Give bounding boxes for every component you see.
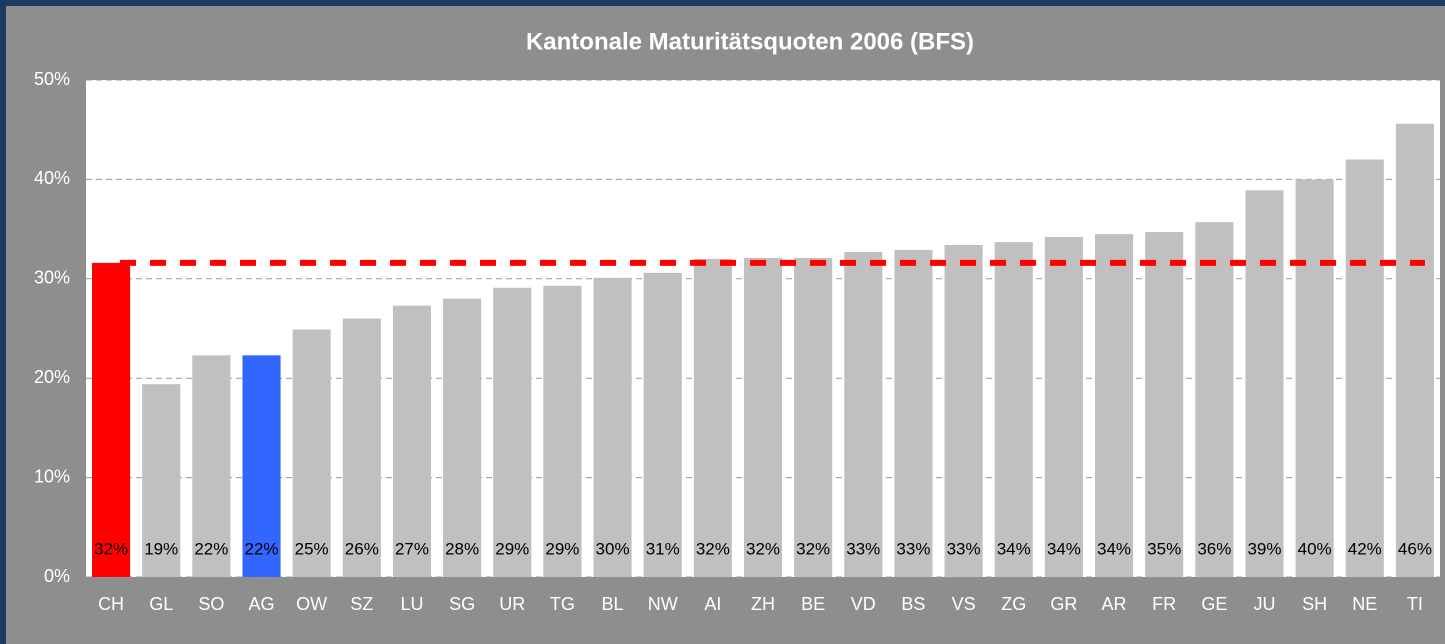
- x-tick-label: SO: [198, 594, 224, 614]
- value-label: 34%: [1097, 539, 1131, 558]
- bar: [643, 272, 682, 577]
- value-label: 35%: [1147, 539, 1181, 558]
- bar: [944, 245, 983, 577]
- value-label: 22%: [245, 539, 279, 558]
- x-tick-label: AG: [249, 594, 275, 614]
- x-tick-label: LU: [400, 594, 423, 614]
- x-tick-label: BS: [901, 594, 925, 614]
- bar: [342, 318, 381, 577]
- bar: [1245, 190, 1284, 578]
- x-tick-label: GL: [149, 594, 173, 614]
- value-label: 30%: [596, 539, 630, 558]
- x-tick-label: SG: [449, 594, 475, 614]
- x-tick-label: JU: [1253, 594, 1275, 614]
- x-tick-label: GR: [1050, 594, 1077, 614]
- value-label: 32%: [796, 539, 830, 558]
- value-label: 26%: [345, 539, 379, 558]
- value-label: 27%: [395, 539, 429, 558]
- x-tick-label: UR: [499, 594, 525, 614]
- bar: [292, 329, 331, 577]
- x-tick-label: ZG: [1001, 594, 1026, 614]
- bar: [593, 277, 632, 577]
- value-label: 25%: [295, 539, 329, 558]
- value-label: 34%: [1047, 539, 1081, 558]
- bar: [443, 298, 482, 577]
- bar: [1145, 232, 1184, 577]
- y-tick-label: 40%: [34, 168, 70, 188]
- value-label: 46%: [1398, 539, 1432, 558]
- chart-title: Kantonale Maturitätsquoten 2006 (BFS): [526, 28, 974, 55]
- bar: [1094, 234, 1134, 577]
- value-label: 31%: [646, 539, 680, 558]
- value-label: 40%: [1298, 539, 1332, 558]
- bar: [493, 287, 532, 577]
- value-label: 39%: [1247, 539, 1281, 558]
- value-label: 29%: [495, 539, 529, 558]
- value-label: 33%: [896, 539, 930, 558]
- x-tick-label: TI: [1407, 594, 1423, 614]
- value-label: 36%: [1197, 539, 1231, 558]
- x-tick-label: BL: [602, 594, 624, 614]
- x-tick-label: GE: [1201, 594, 1227, 614]
- bar: [794, 257, 833, 577]
- value-label: 19%: [144, 539, 178, 558]
- bar: [1395, 123, 1434, 578]
- bar: [844, 251, 883, 577]
- x-tick-label: CH: [98, 594, 124, 614]
- bar: [1345, 159, 1384, 577]
- bar: [1195, 222, 1234, 577]
- bar: [142, 384, 181, 577]
- bar: [192, 355, 231, 577]
- value-label: 34%: [997, 539, 1031, 558]
- value-label: 28%: [445, 539, 479, 558]
- y-tick-label: 50%: [34, 69, 70, 89]
- value-label: 32%: [746, 539, 780, 558]
- value-label: 29%: [545, 539, 579, 558]
- x-tick-label: AR: [1102, 594, 1127, 614]
- y-tick-label: 10%: [34, 466, 70, 486]
- x-tick-label: NW: [648, 594, 678, 614]
- value-label: 32%: [696, 539, 730, 558]
- x-tick-label: SZ: [350, 594, 373, 614]
- bar: [1044, 237, 1083, 577]
- bar: [392, 305, 432, 577]
- value-label: 32%: [94, 539, 128, 558]
- x-tick-label: OW: [296, 594, 327, 614]
- value-label: 33%: [947, 539, 981, 558]
- bar: [1295, 179, 1334, 577]
- bar: [743, 257, 783, 577]
- x-tick-label: TG: [550, 594, 575, 614]
- x-tick-label: VD: [851, 594, 876, 614]
- x-tick-label: AI: [704, 594, 721, 614]
- value-label: 42%: [1348, 539, 1382, 558]
- value-label: 22%: [194, 539, 228, 558]
- y-tick-label: 20%: [34, 367, 70, 387]
- value-label: 33%: [846, 539, 880, 558]
- x-tick-label: ZH: [751, 594, 775, 614]
- x-tick-label: SH: [1302, 594, 1327, 614]
- y-tick-label: 30%: [34, 268, 70, 288]
- bar: [92, 262, 131, 577]
- bar: [242, 355, 281, 577]
- x-tick-label: BE: [801, 594, 825, 614]
- x-tick-label: VS: [952, 594, 976, 614]
- x-tick-label: NE: [1352, 594, 1377, 614]
- bar: [994, 242, 1033, 577]
- bar: [894, 249, 933, 577]
- bar: [693, 258, 732, 577]
- y-tick-label: 0%: [44, 566, 70, 586]
- x-tick-label: FR: [1152, 594, 1176, 614]
- bar: [543, 285, 582, 577]
